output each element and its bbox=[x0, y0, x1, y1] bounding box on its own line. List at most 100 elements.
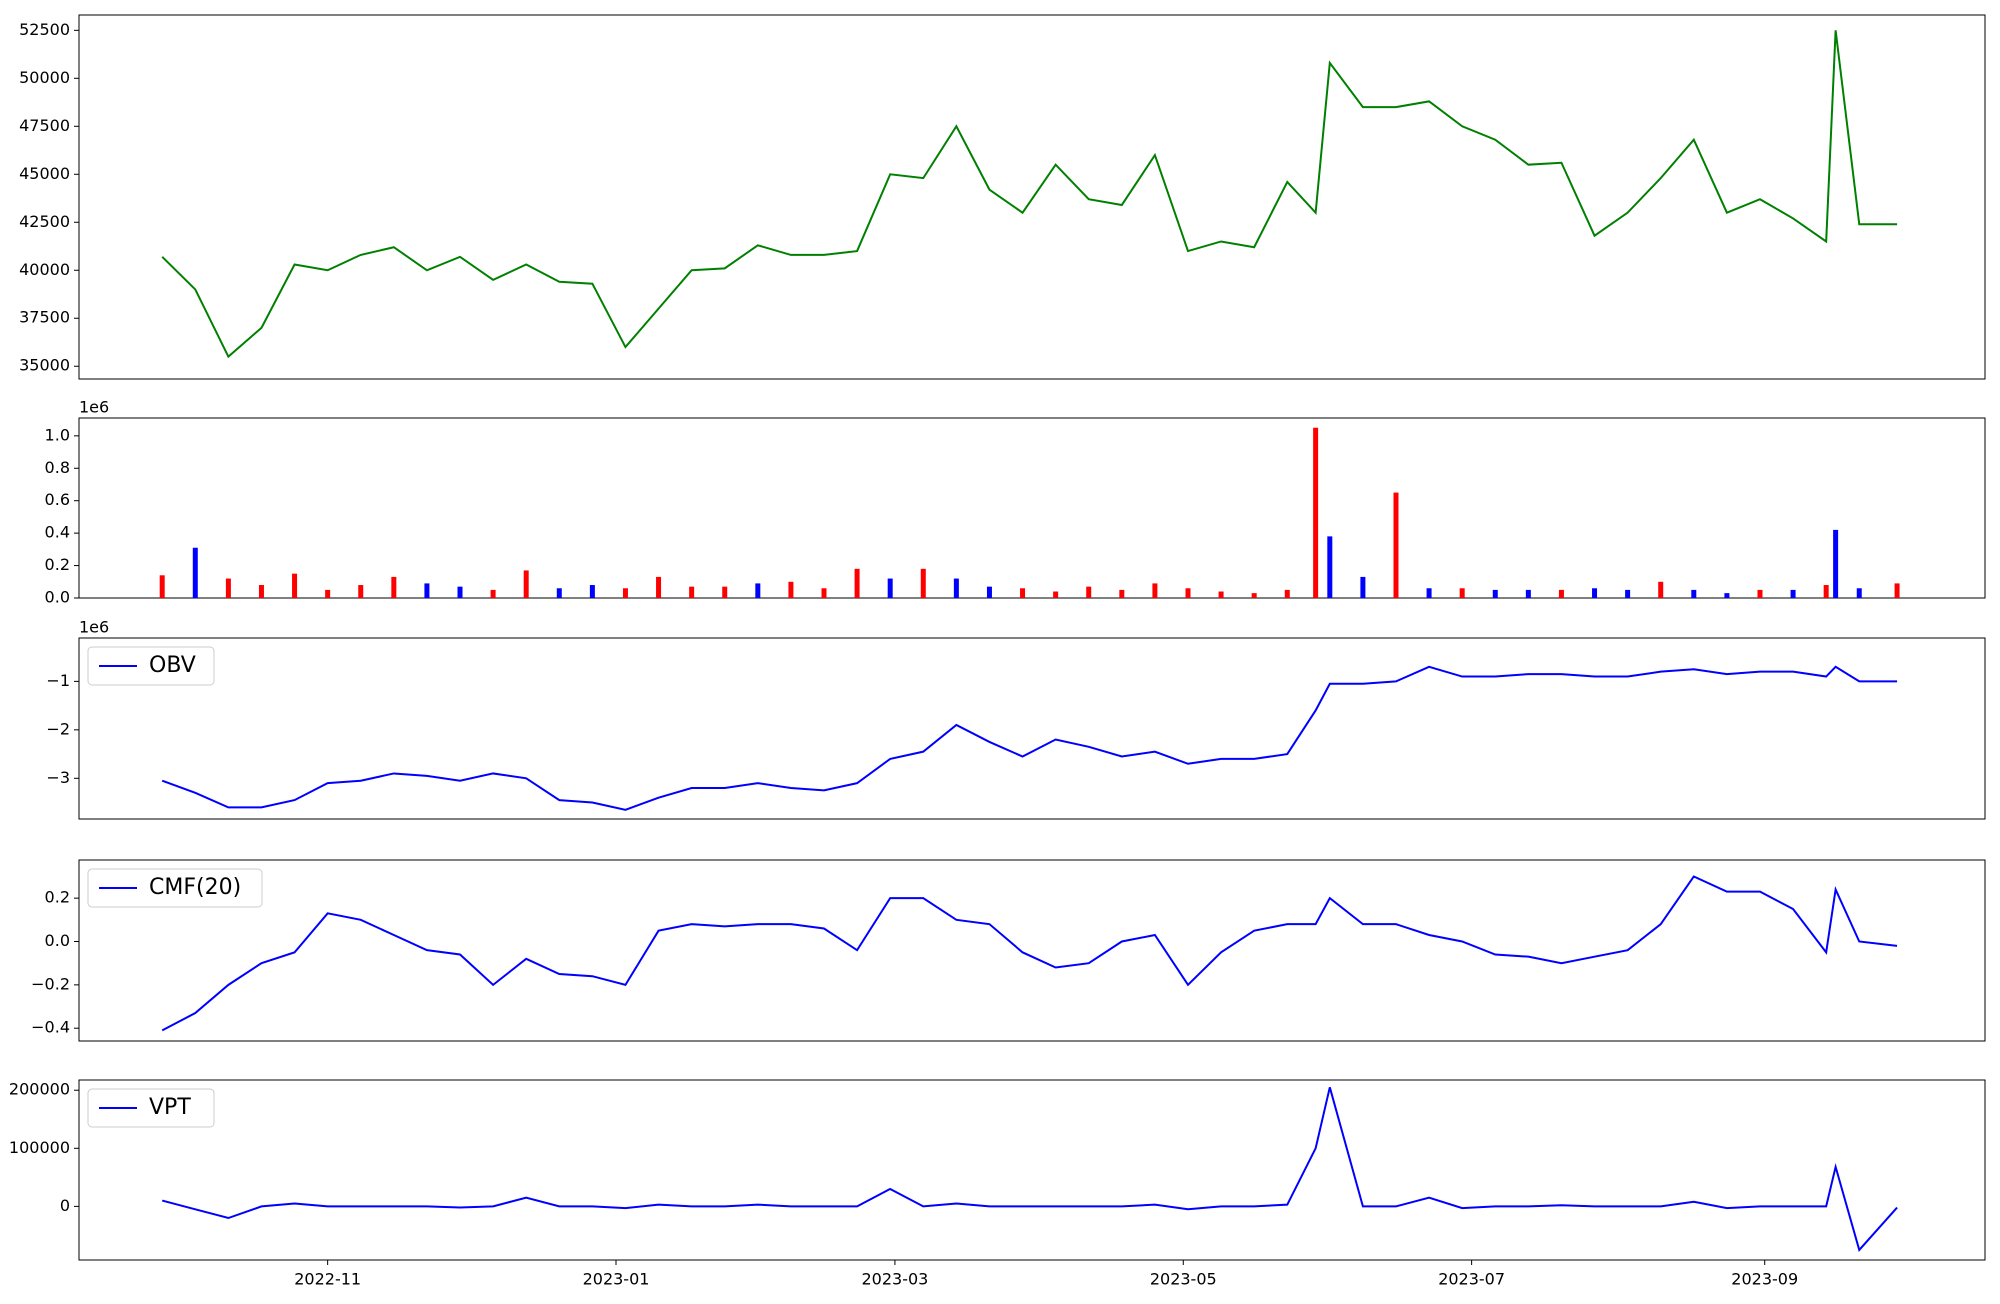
bar bbox=[1426, 588, 1432, 598]
bar bbox=[1724, 593, 1730, 598]
legend-frame bbox=[87, 1088, 215, 1128]
bar bbox=[1313, 427, 1319, 598]
bar bbox=[225, 578, 231, 598]
y-tick-label: 100000 bbox=[9, 1138, 70, 1157]
bar bbox=[1185, 588, 1191, 598]
bar bbox=[821, 588, 827, 598]
bar bbox=[1823, 585, 1829, 598]
bar bbox=[292, 573, 298, 598]
bar bbox=[1833, 529, 1839, 598]
legend: CMF(20) bbox=[87, 868, 263, 908]
bar bbox=[1152, 583, 1158, 598]
bar bbox=[1360, 576, 1366, 598]
x-tick-label: 2022-11 bbox=[294, 1270, 361, 1289]
bar bbox=[589, 585, 595, 598]
y-tick-label: 45000 bbox=[19, 164, 70, 183]
subplot: −0.4 −0.2 0.0 0.2 CMF(20) bbox=[31, 859, 1986, 1042]
bar bbox=[1625, 589, 1631, 598]
bar bbox=[1393, 492, 1399, 598]
y-tick-label: 52500 bbox=[19, 20, 70, 39]
y-tick-label: 0.2 bbox=[45, 555, 70, 574]
bar bbox=[755, 583, 761, 598]
legend: OBV bbox=[87, 646, 215, 686]
bar bbox=[656, 576, 662, 598]
x-tick-label: 2023-03 bbox=[861, 1270, 928, 1289]
bar bbox=[1251, 593, 1257, 598]
axes-frame bbox=[78, 637, 1986, 820]
x-tick-label: 2023-07 bbox=[1438, 1270, 1505, 1289]
x-tick-label: 2023-01 bbox=[583, 1270, 650, 1289]
y-tick-label: 200000 bbox=[9, 1080, 70, 1099]
y-tick-label: −0.4 bbox=[31, 1018, 70, 1037]
y-tick-label: 37500 bbox=[19, 308, 70, 327]
bar bbox=[424, 583, 430, 598]
y-tick-label: 0.0 bbox=[45, 588, 70, 607]
y-tick-label: 0.0 bbox=[45, 931, 70, 950]
axes-frame bbox=[78, 859, 1986, 1042]
bar bbox=[1894, 583, 1900, 598]
bar bbox=[1086, 586, 1092, 598]
bar bbox=[358, 585, 364, 598]
subplot: −3 −2 −1 1e6 OBV bbox=[46, 618, 1986, 820]
y-tick-label: 42500 bbox=[19, 212, 70, 231]
y-tick-label: −3 bbox=[46, 768, 70, 787]
y-tick-label: 35000 bbox=[19, 356, 70, 375]
legend-frame bbox=[87, 646, 215, 686]
y-tick-label: 0 bbox=[60, 1196, 70, 1215]
bar bbox=[1525, 589, 1531, 598]
data-line bbox=[161, 665, 1898, 811]
x-tick-label: 2023-09 bbox=[1731, 1270, 1798, 1289]
legend-label: VPT bbox=[149, 1095, 191, 1120]
bar bbox=[722, 586, 728, 598]
data-line bbox=[161, 1087, 1898, 1252]
bar bbox=[391, 576, 397, 598]
subplot: 35000 37500 40000 42500 45000 47500 50000 52500 bbox=[19, 14, 1986, 380]
bar bbox=[1790, 589, 1796, 598]
bar bbox=[1218, 591, 1224, 598]
bar bbox=[556, 588, 562, 598]
y-tick-label: 50000 bbox=[19, 68, 70, 87]
axis-offset-label: 1e6 bbox=[79, 398, 109, 417]
y-tick-label: 40000 bbox=[19, 260, 70, 279]
bar bbox=[1020, 588, 1026, 598]
legend-label: OBV bbox=[149, 653, 196, 678]
axes-frame bbox=[78, 417, 1986, 599]
x-tick-label: 2023-05 bbox=[1150, 1270, 1217, 1289]
bar bbox=[1757, 589, 1763, 598]
y-tick-label: −0.2 bbox=[31, 974, 70, 993]
bar bbox=[325, 589, 331, 598]
bar bbox=[1492, 589, 1498, 598]
subplot: 0 100000 200000 2022-11 2023-01 2023-03 2023-0… bbox=[9, 1079, 1986, 1289]
y-tick-label: 1.0 bbox=[45, 425, 70, 444]
y-tick-label: 0.6 bbox=[45, 490, 70, 509]
bar bbox=[887, 578, 893, 598]
axis-offset-label: 1e6 bbox=[79, 618, 109, 637]
bar bbox=[920, 568, 926, 598]
axes-frame bbox=[78, 14, 1986, 380]
bar bbox=[953, 578, 959, 598]
bar bbox=[1119, 589, 1125, 598]
bar bbox=[854, 568, 860, 598]
bar bbox=[622, 588, 628, 598]
bar bbox=[1658, 581, 1664, 598]
bar bbox=[1592, 588, 1598, 598]
bar bbox=[1327, 536, 1333, 598]
data-line bbox=[161, 875, 1898, 1032]
axes-frame bbox=[78, 1079, 1986, 1261]
y-tick-label: 0.4 bbox=[45, 523, 70, 542]
bar bbox=[1459, 588, 1465, 598]
bar bbox=[1691, 589, 1697, 598]
bar bbox=[1558, 589, 1564, 598]
bar bbox=[689, 586, 695, 598]
bar bbox=[457, 586, 463, 598]
y-tick-label: −2 bbox=[46, 719, 70, 738]
bar bbox=[192, 547, 198, 598]
data-line bbox=[161, 30, 1898, 359]
bar bbox=[490, 589, 496, 598]
y-tick-label: 0.2 bbox=[45, 888, 70, 907]
bar bbox=[1053, 591, 1059, 598]
subplot: 0.0 0.2 0.4 0.6 0.8 1.0 1e6 bbox=[45, 398, 1986, 607]
bar bbox=[258, 585, 264, 598]
